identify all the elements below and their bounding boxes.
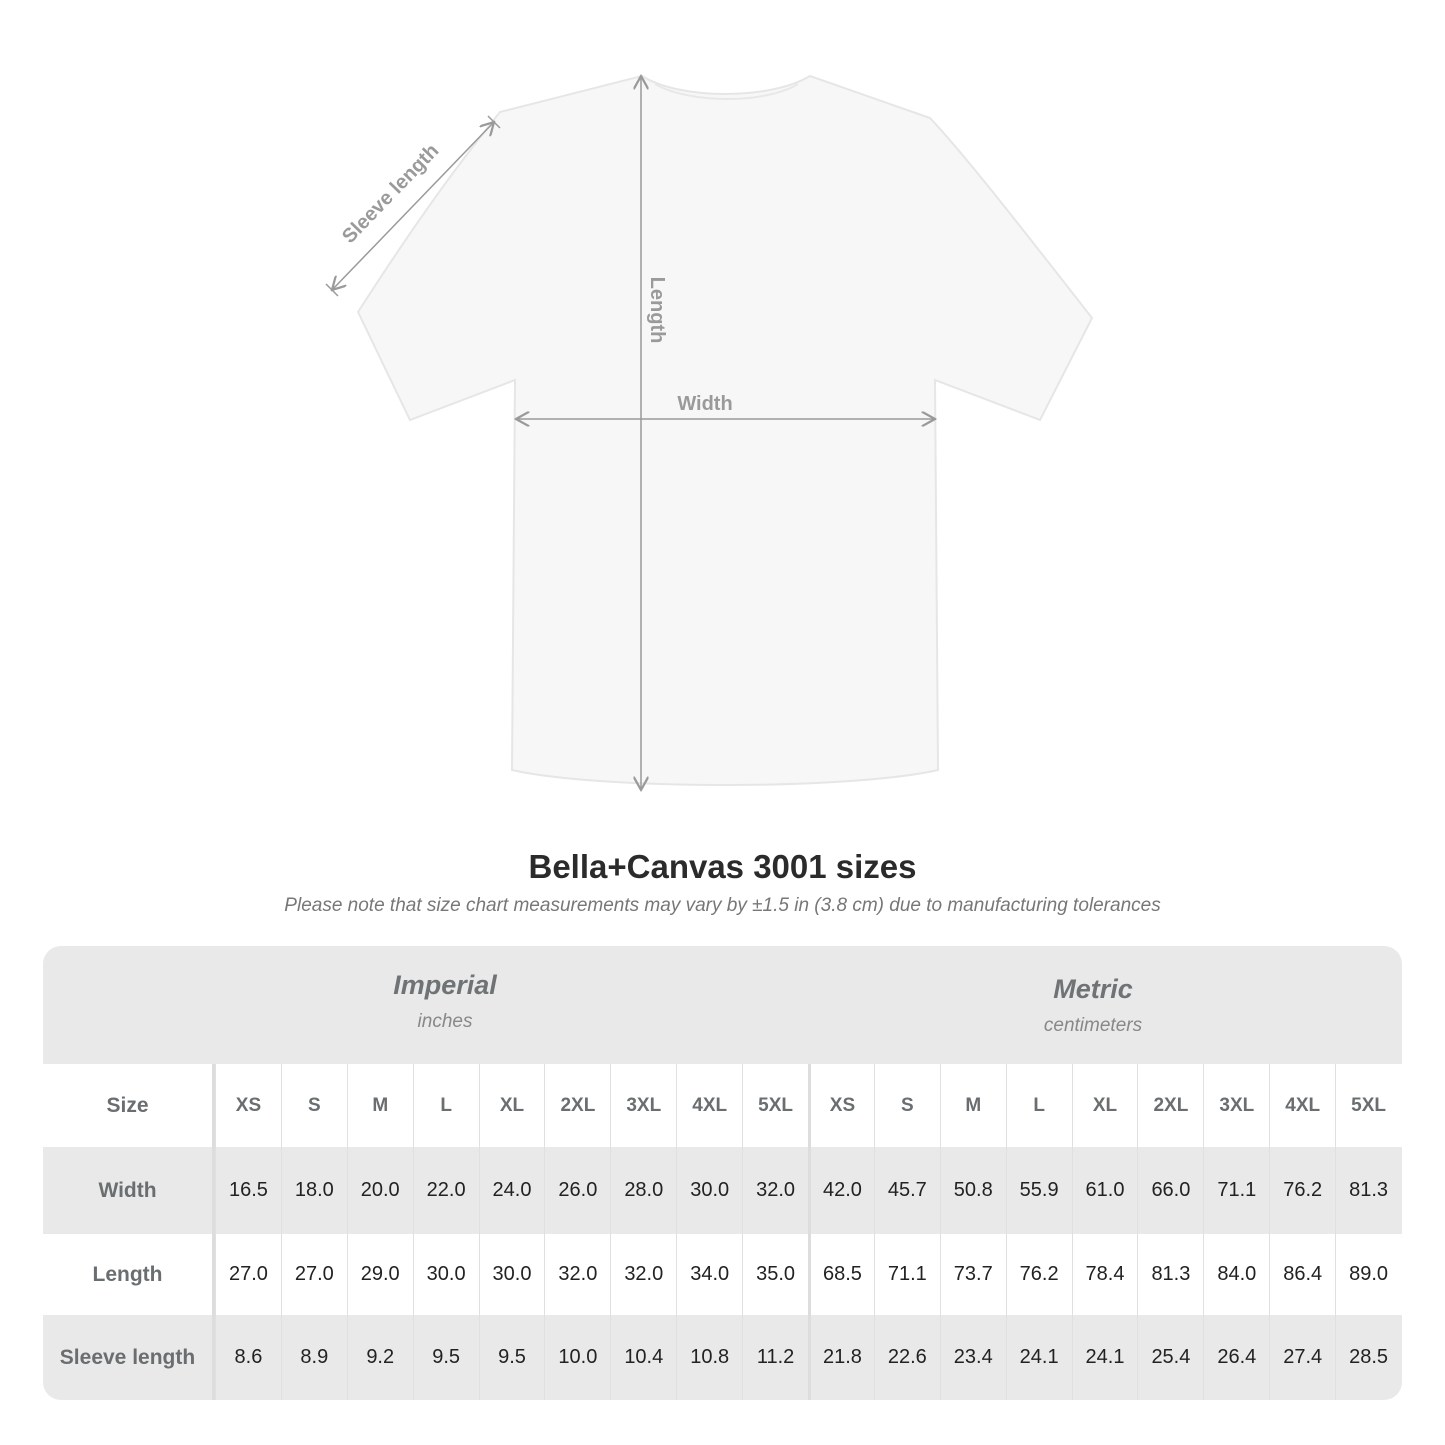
metric-title: Metric (1053, 974, 1133, 1004)
table-cell: 35.0 (742, 1234, 808, 1315)
row-label: Length (43, 1234, 215, 1315)
table-cell: 27.0 (280, 1234, 347, 1315)
table-cell: 30.0 (676, 1147, 742, 1234)
chart-title: Bella+Canvas 3001 sizes (528, 848, 917, 885)
size-header-cell: 2XL (544, 1064, 610, 1147)
table-cell: 8.9 (280, 1315, 347, 1400)
table-cell: 34.0 (676, 1234, 742, 1315)
table-cell: 68.5 (808, 1234, 874, 1315)
table-cell: 81.3 (1137, 1234, 1203, 1315)
row-label: Sleeve length (43, 1315, 215, 1400)
table-cell: 9.2 (346, 1315, 413, 1400)
table-cell: 10.0 (544, 1315, 610, 1400)
table-cell: 18.0 (280, 1147, 347, 1234)
size-header-cell: 5XL (742, 1064, 808, 1147)
size-header-cell: 3XL (1203, 1064, 1269, 1147)
table-cell: 28.0 (610, 1147, 676, 1234)
table-cell: 71.1 (873, 1234, 940, 1315)
size-header-cell: S (280, 1064, 347, 1147)
table-cell: 30.0 (478, 1234, 545, 1315)
size-header-cell: 2XL (1137, 1064, 1203, 1147)
width-label: Width (677, 393, 732, 415)
table-cell: 61.0 (1071, 1147, 1138, 1234)
imperial-title: Imperial (393, 970, 497, 1000)
table-row: Width 16.5 18.0 20.0 22.0 24.0 26.0 28.0 30.0 32… (43, 1147, 1402, 1234)
tolerance-note: Please note that size chart measurements… (284, 895, 1161, 916)
size-header-cell: 3XL (610, 1064, 676, 1147)
size-header-row: Size XS S M L XL 2XL 3XL 4XL 5XL XS S M L XL 2XL 3XL 4XL… (43, 1064, 1402, 1147)
table-cell: 55.9 (1005, 1147, 1072, 1234)
table-cell: 78.4 (1071, 1234, 1138, 1315)
table-cell: 26.0 (544, 1147, 610, 1234)
size-header-cell: 4XL (1269, 1064, 1335, 1147)
table-cell: 20.0 (346, 1147, 413, 1234)
tshirt-shape (356, 74, 1094, 786)
table-cell: 26.4 (1203, 1315, 1269, 1400)
table-cell: 22.6 (873, 1315, 940, 1400)
table-cell: 76.2 (1269, 1147, 1335, 1234)
table-cell: 45.7 (873, 1147, 940, 1234)
size-header-cell: L (412, 1064, 479, 1147)
table-cell: 27.0 (215, 1234, 281, 1315)
table-cell: 86.4 (1269, 1234, 1335, 1315)
unit-header-band (43, 946, 1402, 1064)
table-cell: 9.5 (478, 1315, 545, 1400)
metric-header: Metric centimeters (808, 974, 1378, 1037)
metric-unit: centimeters (1043, 1015, 1143, 1036)
size-header-cell: M (346, 1064, 413, 1147)
table-cell: 8.6 (215, 1315, 281, 1400)
table-cell: 32.0 (610, 1234, 676, 1315)
table-cell: 71.1 (1203, 1147, 1269, 1234)
table-cell: 84.0 (1203, 1234, 1269, 1315)
size-table: Imperial inches Metric centimeters Size … (43, 946, 1402, 1400)
tshirt-diagram: Sleeve length Length Width (325, 0, 1094, 830)
table-cell: 9.5 (412, 1315, 479, 1400)
table-cell: 28.5 (1335, 1315, 1401, 1400)
table-row: Length 27.0 27.0 29.0 30.0 30.0 32.0 32.0 34.0 3… (43, 1234, 1402, 1315)
table-cell: 10.4 (610, 1315, 676, 1400)
table-cell: 27.4 (1269, 1315, 1335, 1400)
size-header-cell: XL (1071, 1064, 1138, 1147)
table-cell: 11.2 (742, 1315, 808, 1400)
size-header-cell: S (873, 1064, 940, 1147)
size-label: Size (43, 1064, 215, 1147)
table-cell: 42.0 (808, 1147, 874, 1234)
table-cell: 16.5 (215, 1147, 281, 1234)
table-cell: 24.0 (478, 1147, 545, 1234)
table-cell: 81.3 (1335, 1147, 1401, 1234)
table-cell: 10.8 (676, 1315, 742, 1400)
table-cell: 32.0 (742, 1147, 808, 1234)
table-cell: 25.4 (1137, 1315, 1203, 1400)
table-cell: 66.0 (1137, 1147, 1203, 1234)
size-header-cell: XL (478, 1064, 545, 1147)
table-cell: 89.0 (1335, 1234, 1401, 1315)
sleeve-length-arrow (332, 122, 494, 290)
size-header-cell: XS (215, 1064, 281, 1147)
row-label: Width (43, 1147, 215, 1234)
table-cell: 23.4 (939, 1315, 1006, 1400)
table-cell: 30.0 (412, 1234, 479, 1315)
size-header-cell: 4XL (676, 1064, 742, 1147)
size-header-cell: XS (808, 1064, 874, 1147)
table-cell: 21.8 (808, 1315, 874, 1400)
table-cell: 22.0 (412, 1147, 479, 1234)
size-header-cell: 5XL (1335, 1064, 1401, 1147)
table-cell: 76.2 (1005, 1234, 1072, 1315)
table-cell: 24.1 (1071, 1315, 1138, 1400)
table-row: Sleeve length 8.6 8.9 9.2 9.5 9.5 10.0 10.4 10.… (43, 1315, 1402, 1400)
table-cell: 29.0 (346, 1234, 413, 1315)
imperial-unit: inches (417, 1011, 473, 1032)
imperial-header: Imperial inches (215, 970, 675, 1033)
size-header-cell: M (939, 1064, 1006, 1147)
length-label: Length (646, 277, 668, 344)
table-cell: 32.0 (544, 1234, 610, 1315)
table-cell: 50.8 (939, 1147, 1006, 1234)
size-header-cell: L (1005, 1064, 1072, 1147)
table-cell: 24.1 (1005, 1315, 1072, 1400)
table-cell: 73.7 (939, 1234, 1006, 1315)
